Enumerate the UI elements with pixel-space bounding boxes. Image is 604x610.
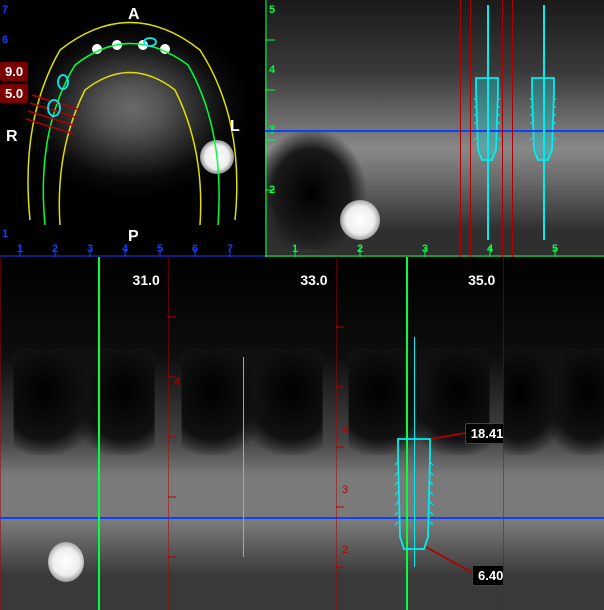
ruler-tick: 7 bbox=[2, 4, 8, 16]
svg-text:4: 4 bbox=[342, 424, 348, 436]
cross-section-slice[interactable]: 31.0 bbox=[0, 257, 168, 610]
svg-text:4: 4 bbox=[174, 376, 180, 388]
ruler-tick: 2 bbox=[357, 243, 363, 255]
ruler-tick: 6 bbox=[2, 34, 8, 46]
ruler-tick: 2 bbox=[52, 243, 58, 255]
cross-section-guide[interactable] bbox=[460, 0, 461, 257]
cross-section-guide[interactable] bbox=[470, 0, 471, 257]
cross-section-guide[interactable] bbox=[512, 0, 513, 257]
slice-position-label: 35.0 bbox=[468, 272, 495, 288]
axial-view-pane[interactable]: A P L R 9.0 5.0 1 2 3 4 5 6 7 1 6 7 bbox=[0, 0, 265, 257]
cross-section-slice[interactable]: 4 3 2 35.0 18.41 6.40 bbox=[336, 257, 504, 610]
svg-text:2: 2 bbox=[342, 544, 348, 556]
ruler-tick: 5 bbox=[269, 4, 275, 16]
axial-overlay bbox=[0, 0, 265, 257]
ruler-tick: 4 bbox=[487, 243, 493, 255]
implant-axis[interactable] bbox=[487, 5, 489, 240]
panoramic-view-pane[interactable]: 1 2 3 4 5 2 3 4 5 bbox=[265, 0, 604, 257]
orientation-posterior: P bbox=[128, 228, 139, 246]
horizontal-guide-line[interactable] bbox=[503, 517, 604, 519]
ruler-tick: 6 bbox=[192, 243, 198, 255]
slice-position-label: 31.0 bbox=[133, 272, 160, 288]
svg-text:3: 3 bbox=[342, 484, 348, 496]
panoramic-ruler-vertical: 2 3 4 5 bbox=[265, 0, 283, 257]
slice-ruler: 4 bbox=[168, 257, 336, 610]
ruler-tick: 1 bbox=[2, 228, 8, 240]
orientation-left: L bbox=[230, 118, 240, 136]
measurement-readout: 9.0 bbox=[0, 62, 28, 81]
cross-section-slice[interactable] bbox=[503, 257, 604, 610]
horizontal-guide-line[interactable] bbox=[168, 517, 336, 519]
cross-section-slice[interactable]: 33.0 4 bbox=[168, 257, 336, 610]
horizontal-guide-line[interactable] bbox=[0, 517, 168, 519]
ruler-tick: 5 bbox=[552, 243, 558, 255]
panoramic-overlay bbox=[265, 0, 604, 257]
ruler-tick: 3 bbox=[87, 243, 93, 255]
cross-section-guide[interactable] bbox=[502, 0, 503, 257]
horizontal-guide-line[interactable] bbox=[265, 130, 604, 132]
ruler-tick: 3 bbox=[422, 243, 428, 255]
measurement-readout: 5.0 bbox=[0, 84, 28, 103]
vertical-guide-line[interactable] bbox=[98, 257, 100, 610]
slice-ruler bbox=[0, 257, 168, 610]
cross-section-row: 31.0 33.0 4 bbox=[0, 257, 604, 610]
panoramic-ruler-horizontal: 1 2 3 4 5 bbox=[265, 239, 604, 257]
ruler-tick: 4 bbox=[269, 64, 275, 76]
orientation-anterior: A bbox=[128, 6, 140, 24]
implant-axis-thin[interactable] bbox=[243, 357, 245, 557]
ruler-tick: 2 bbox=[269, 184, 275, 196]
measurement-readout: 6.40 bbox=[472, 565, 503, 586]
orientation-right: R bbox=[6, 128, 18, 146]
slice-position-label: 33.0 bbox=[300, 272, 327, 288]
measurement-readout: 18.41 bbox=[465, 423, 504, 444]
implant-axis[interactable] bbox=[543, 5, 545, 240]
ruler-tick: 5 bbox=[157, 243, 163, 255]
slice-ruler bbox=[503, 257, 604, 610]
ruler-tick: 7 bbox=[227, 243, 233, 255]
ruler-tick: 1 bbox=[292, 243, 298, 255]
